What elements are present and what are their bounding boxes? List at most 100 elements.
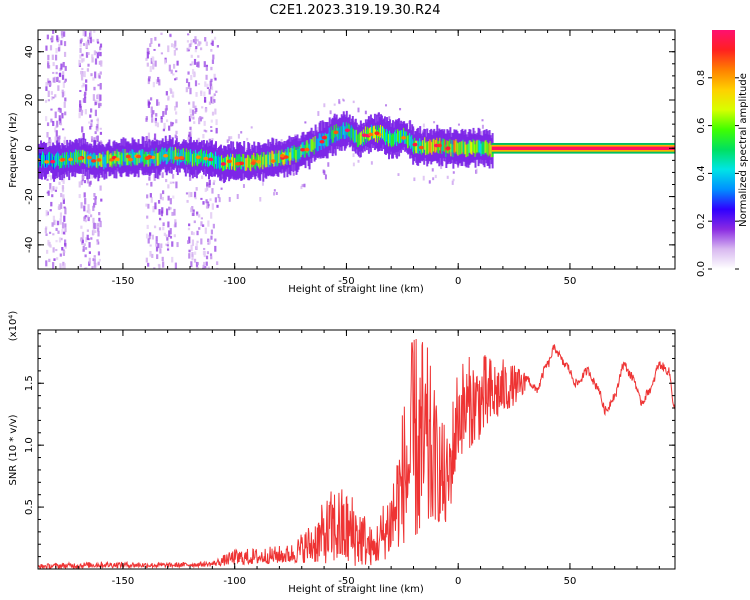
ridge-cell <box>464 141 467 155</box>
ridge-cell <box>126 152 129 166</box>
noise-cell <box>207 242 210 245</box>
noise-cell <box>165 234 168 238</box>
noise-cell <box>192 101 195 108</box>
noise-cell <box>57 138 61 145</box>
noise-cell <box>45 233 48 236</box>
ridge-cell <box>316 138 319 152</box>
noise-cell <box>176 242 179 248</box>
noise-cell <box>322 169 325 174</box>
ridge-cell <box>279 150 282 164</box>
noise-cell <box>81 126 84 133</box>
noise-cell <box>87 216 90 222</box>
noise-cell <box>91 56 94 63</box>
ridge-cell <box>469 140 472 153</box>
noise-cell <box>80 225 83 229</box>
ridge-cell <box>262 156 265 170</box>
noise-cell <box>169 228 172 235</box>
ridge-cell <box>311 139 314 152</box>
noise-cell <box>193 121 196 124</box>
ridge-cell <box>487 143 490 157</box>
noise-cell <box>88 209 91 215</box>
noise-cell <box>94 58 98 65</box>
ridge-hotspot <box>374 131 380 135</box>
snr-ticks: -150 -100 -50 0 50 0.5 1.0 1.5 <box>24 330 675 587</box>
ridge-cell <box>182 148 185 161</box>
noise-cell <box>62 198 65 204</box>
noise-cell <box>56 220 60 226</box>
noise-cell <box>167 95 170 100</box>
ridge-cell <box>141 149 144 162</box>
noise-cell <box>90 136 94 139</box>
noise-cell <box>162 261 165 268</box>
noise-cell <box>352 153 355 158</box>
ridge-cell <box>444 139 447 153</box>
noise-cell <box>357 107 360 113</box>
noise-cell <box>207 203 210 207</box>
ridge-cell <box>467 143 470 157</box>
noise-cell <box>158 227 162 231</box>
ridge-cell <box>359 132 362 146</box>
ridge-cell <box>247 154 250 168</box>
noise-cell <box>205 41 208 47</box>
noise-cell <box>158 264 161 269</box>
noise-cell <box>208 179 211 186</box>
noise-cell <box>205 74 208 80</box>
noise-cell <box>46 178 49 181</box>
noise-cell <box>188 223 191 227</box>
ridge-cell <box>290 147 293 161</box>
ridge-cell <box>327 133 330 146</box>
noise-cell <box>172 63 176 69</box>
noise-cell <box>203 261 206 266</box>
ridge-cell <box>269 152 272 165</box>
noise-cell <box>205 261 208 266</box>
ridge-hotspot <box>235 162 241 166</box>
noise-cell <box>56 136 59 141</box>
noise-cell <box>48 241 51 247</box>
noise-cell <box>99 71 102 75</box>
ridge-cell <box>277 152 280 166</box>
noise-cell <box>163 122 166 130</box>
noise-cell <box>89 30 92 38</box>
ridge-cell <box>49 151 52 165</box>
ridge-cell <box>319 133 322 147</box>
noise-cell <box>187 227 191 231</box>
noise-cell <box>342 99 345 102</box>
noise-cell <box>166 138 169 142</box>
noise-cell <box>63 215 66 222</box>
noise-cell <box>50 37 53 40</box>
ridge-cell <box>172 151 175 164</box>
ridge-cell <box>203 150 206 164</box>
noise-cell <box>175 119 178 124</box>
noise-cell <box>96 239 99 245</box>
noise-cell <box>159 217 162 221</box>
ridge-cell <box>454 140 457 154</box>
noise-cell <box>206 83 209 88</box>
noise-cell <box>189 43 192 48</box>
noise-cell <box>48 258 51 263</box>
noise-cell <box>147 238 150 244</box>
noise-cell <box>192 232 195 236</box>
noise-cell <box>50 118 53 123</box>
noise-cell <box>145 257 148 263</box>
noise-cell <box>95 100 98 105</box>
ridge-cell <box>232 153 235 167</box>
noise-cell <box>99 46 102 51</box>
noise-cell <box>173 43 176 49</box>
noise-cell <box>194 111 197 114</box>
noise-cell <box>84 31 87 37</box>
noise-cell <box>90 138 94 143</box>
noise-cell <box>213 73 216 79</box>
noise-cell <box>148 76 151 82</box>
noise-cell <box>81 53 84 57</box>
noise-cell <box>300 185 303 190</box>
noise-cell <box>167 45 170 53</box>
noise-cell <box>191 109 195 116</box>
ridge-cell <box>250 158 253 172</box>
noise-cell <box>161 172 164 178</box>
noise-cell <box>96 52 99 59</box>
noise-cell <box>93 30 96 33</box>
ridge-cell <box>215 151 218 165</box>
noise-cell <box>157 76 160 83</box>
ridge-cell <box>409 133 412 146</box>
noise-cell <box>413 177 416 182</box>
